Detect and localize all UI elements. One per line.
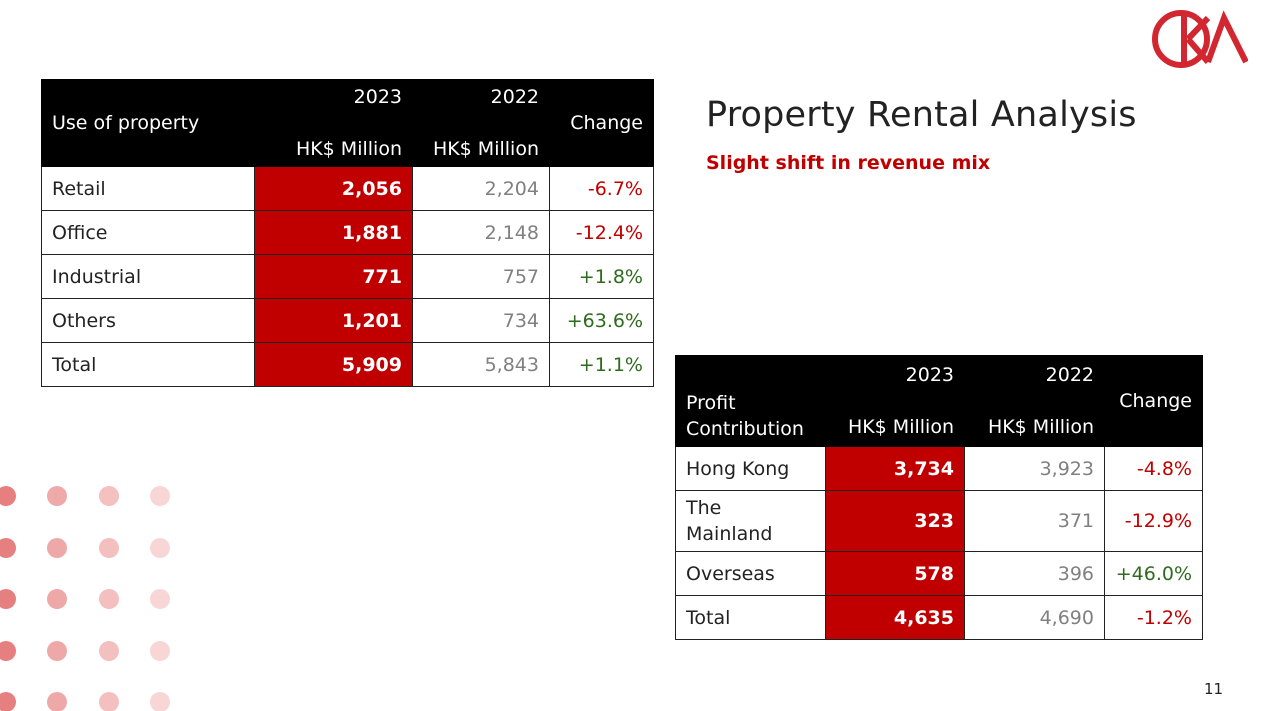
value-2023: 2,056 [254, 166, 413, 211]
value-2022: 5,843 [412, 342, 550, 387]
value-2022: 2,148 [412, 210, 550, 255]
ck-asset-logo-icon [1152, 10, 1248, 68]
row-label: Office [41, 210, 255, 255]
row-label: Hong Kong [675, 446, 826, 491]
row-label-line: Mainland [686, 523, 773, 545]
table-row: Retail 2,056 2,204 -6.7% [41, 166, 654, 211]
year-label: 2022 [1045, 364, 1094, 386]
value-2023: 5,909 [254, 342, 413, 387]
change-value: -12.4% [549, 210, 654, 255]
change-value: -1.2% [1104, 595, 1203, 640]
value-2022: 4,690 [964, 595, 1105, 640]
unit-label: HK$ Million [432, 138, 539, 160]
change-value: -6.7% [549, 166, 654, 211]
dot-column [47, 486, 67, 711]
table-total-row: Total 5,909 5,843 +1.1% [41, 342, 654, 387]
row-label: Overseas [675, 551, 826, 596]
header-label-line: Contribution [686, 418, 804, 440]
row-label: The Mainland [675, 490, 826, 552]
value-2023: 3,734 [825, 446, 965, 491]
value-2023: 771 [254, 254, 413, 299]
row-label: Retail [41, 166, 255, 211]
column-header-label: Use of property [41, 79, 255, 167]
column-header-change: Change [549, 79, 654, 167]
value-2023: 4,635 [825, 595, 965, 640]
table-total-row: Total 4,635 4,690 -1.2% [675, 595, 1203, 640]
table-row: Office 1,881 2,148 -12.4% [41, 210, 654, 255]
dot-column [99, 486, 119, 711]
page-title: Property Rental Analysis [706, 95, 1137, 135]
change-value: -4.8% [1104, 446, 1203, 491]
row-label: Total [675, 595, 826, 640]
year-label: 2022 [490, 86, 539, 108]
column-header-2023: 2023 HK$ Million [254, 79, 413, 167]
year-label: 2023 [905, 364, 954, 386]
page-subtitle: Slight shift in revenue mix [706, 152, 991, 174]
table-row: Hong Kong 3,734 3,923 -4.8% [675, 446, 1203, 491]
dot-column [0, 486, 16, 711]
value-2023: 323 [825, 490, 965, 552]
change-value: +63.6% [549, 298, 654, 343]
row-label: Others [41, 298, 255, 343]
row-label-line: The [686, 497, 722, 519]
value-2022: 2,204 [412, 166, 550, 211]
column-header-2022: 2022 HK$ Million [412, 79, 550, 167]
column-header-2022: 2022 HK$ Million [964, 355, 1105, 447]
value-2023: 578 [825, 551, 965, 596]
value-2023: 1,881 [254, 210, 413, 255]
value-2022: 396 [964, 551, 1105, 596]
column-header-label: Profit Contribution [675, 355, 826, 447]
page-number: 11 [1204, 680, 1224, 698]
profit-contribution-table: Profit Contribution 2023 HK$ Million 202… [675, 355, 1203, 640]
change-value: +1.8% [549, 254, 654, 299]
change-value: +1.1% [549, 342, 654, 387]
column-header-change: Change [1104, 355, 1203, 447]
value-2022: 371 [964, 490, 1105, 552]
change-value: -12.9% [1104, 490, 1203, 552]
row-label: Total [41, 342, 255, 387]
table-row: Overseas 578 396 +46.0% [675, 551, 1203, 596]
unit-label: HK$ Million [295, 138, 402, 160]
table-row: Others 1,201 734 +63.6% [41, 298, 654, 343]
header-label-line: Profit [686, 392, 736, 414]
dot-column [150, 486, 170, 711]
value-2022: 3,923 [964, 446, 1105, 491]
table-header-row: Profit Contribution 2023 HK$ Million 202… [675, 355, 1203, 447]
table-row: Industrial 771 757 +1.8% [41, 254, 654, 299]
property-use-table: Use of property 2023 HK$ Million 2022 HK… [41, 79, 654, 387]
row-label: Industrial [41, 254, 255, 299]
table-header-row: Use of property 2023 HK$ Million 2022 HK… [41, 79, 654, 167]
value-2023: 1,201 [254, 298, 413, 343]
change-value: +46.0% [1104, 551, 1203, 596]
decorative-dot-pattern [0, 486, 170, 711]
column-header-2023: 2023 HK$ Million [825, 355, 965, 447]
unit-label: HK$ Million [987, 416, 1094, 438]
table-row: The Mainland 323 371 -12.9% [675, 490, 1203, 552]
value-2022: 757 [412, 254, 550, 299]
unit-label: HK$ Million [847, 416, 954, 438]
year-label: 2023 [353, 86, 402, 108]
value-2022: 734 [412, 298, 550, 343]
